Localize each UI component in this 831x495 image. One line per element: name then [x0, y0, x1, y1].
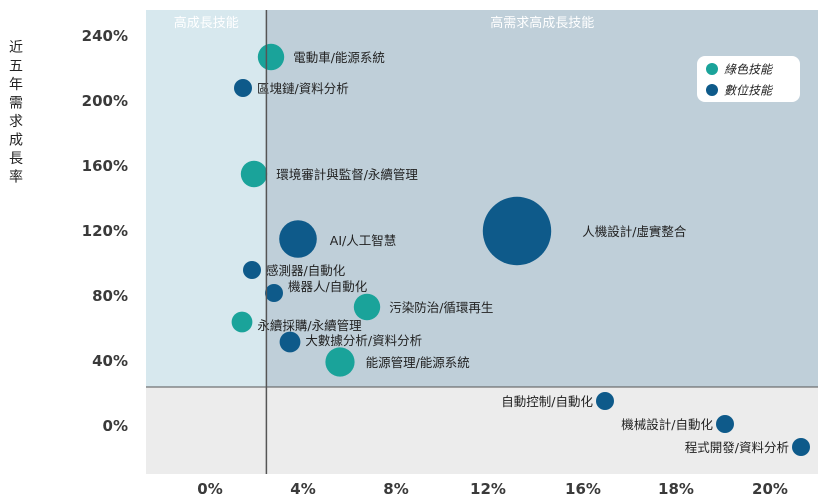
- digital-skill-bubble: [482, 196, 552, 266]
- bubble-label: 污染防治/循環再生: [389, 300, 493, 315]
- y-axis-ticks: 0% 40% 80% 120% 160% 200% 240%: [82, 27, 128, 435]
- y-tick-label: 40%: [92, 352, 128, 370]
- y-tick-label: 240%: [82, 27, 128, 45]
- quadrant-header-high-growth: [146, 10, 267, 37]
- bubble-label: 環境審計與監督/永續管理: [276, 167, 418, 182]
- legend-entry-label: 綠色技能: [724, 63, 774, 77]
- green-skill-bubble: [353, 293, 381, 321]
- x-axis-ticks: 0% 4% 8% 12% 16% 18% 20%: [197, 480, 788, 495]
- y-axis-label-char: 求: [9, 114, 23, 130]
- green-skill-bubble: [325, 347, 355, 377]
- bubble-label: 永續採購/永續管理: [257, 318, 362, 333]
- legend-swatch: [706, 63, 718, 75]
- y-tick-label: 200%: [82, 92, 128, 110]
- x-tick-label: 20%: [752, 480, 788, 495]
- bubble-label: AI/人工智慧: [330, 233, 396, 248]
- digital-skill-bubble: [234, 79, 252, 97]
- quadrant-header-high-demand-growth: [266, 10, 818, 37]
- y-axis-label-char: 率: [9, 169, 23, 186]
- y-tick-label: 120%: [82, 222, 128, 240]
- quadrant-label-high-demand-growth: 高需求高成長技能: [490, 15, 594, 31]
- bubble-label: 電動車/能源系統: [293, 50, 385, 65]
- legend-swatch: [706, 84, 718, 96]
- bubbles: 電動車/能源系統環境審計與監督/永續管理污染防治/循環再生永續採購/永續管理能源…: [231, 43, 810, 456]
- bubble-label: 機器人/自動化: [288, 279, 368, 294]
- digital-skill-bubble: [265, 284, 283, 302]
- y-tick-label: 160%: [82, 157, 128, 175]
- digital-skill-bubble: [716, 415, 734, 433]
- y-axis-label-char: 成: [9, 133, 23, 149]
- bubble-label: 機械設計/自動化: [621, 417, 713, 432]
- bubble-label: 區塊鏈/資料分析: [257, 81, 349, 96]
- digital-skill-bubble: [279, 220, 317, 258]
- bubble-label: 能源管理/能源系統: [366, 355, 470, 370]
- x-tick-label: 18%: [658, 480, 694, 495]
- bubble-label: 自動控制/自動化: [501, 394, 593, 409]
- digital-skill-bubble: [243, 261, 261, 279]
- quadrant-low-growth-background: [146, 387, 818, 474]
- legend-entry-label: 數位技能: [724, 84, 774, 98]
- bubble-label: 人機設計/虛實整合: [582, 224, 687, 239]
- bubble-label: 大數據分析/資料分析: [305, 333, 422, 348]
- green-skill-bubble: [257, 43, 285, 71]
- digital-skill-bubble: [596, 392, 614, 410]
- bubble-label: 感測器/自動化: [266, 263, 346, 278]
- x-tick-label: 4%: [290, 480, 315, 495]
- y-tick-label: 80%: [92, 287, 128, 305]
- green-skill-bubble: [231, 311, 253, 333]
- y-axis-label-char: 年: [9, 77, 23, 93]
- digital-skill-bubble: [792, 438, 810, 456]
- bubble-label: 程式開發/資料分析: [685, 440, 789, 455]
- digital-skill-bubble: [279, 331, 301, 353]
- x-tick-label: 16%: [565, 480, 601, 495]
- y-axis-label-char: 長: [9, 151, 23, 167]
- y-tick-label: 0%: [103, 417, 128, 435]
- y-axis-label-char: 五: [9, 59, 23, 75]
- legend-box: [697, 56, 800, 102]
- green-skill-bubble: [240, 160, 268, 188]
- y-axis-label-char: 需: [9, 96, 23, 112]
- x-tick-label: 12%: [470, 480, 506, 495]
- y-axis-label-char: 近: [9, 40, 23, 56]
- quadrant-label-high-growth: 高成長技能: [174, 15, 239, 31]
- x-tick-label: 0%: [197, 480, 222, 495]
- x-tick-label: 8%: [383, 480, 408, 495]
